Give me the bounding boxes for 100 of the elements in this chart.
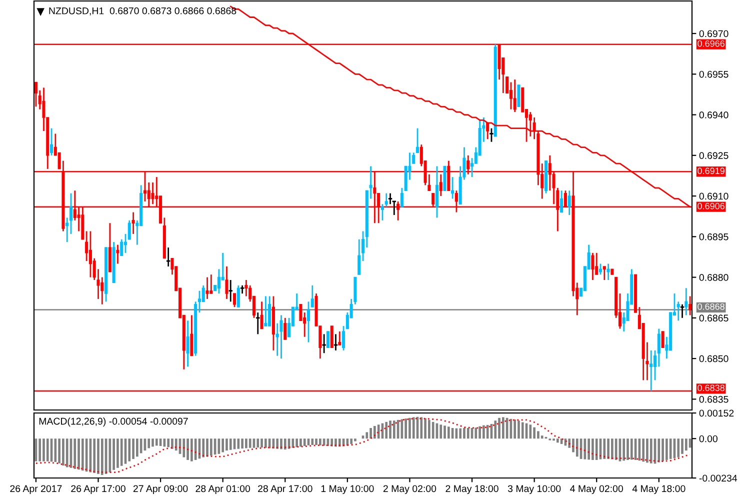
bar <box>58 438 60 464</box>
bar <box>514 420 516 439</box>
bar <box>463 428 466 439</box>
bar <box>229 438 232 450</box>
bar <box>370 428 372 439</box>
bar <box>440 424 442 439</box>
bar <box>303 438 306 446</box>
y-tick-label: -0.00234 <box>699 474 738 482</box>
candlestick <box>299 304 302 321</box>
bar <box>315 438 318 445</box>
candlestick <box>517 84 520 107</box>
bar <box>374 426 376 439</box>
y-tick-label: 0.6925 <box>699 152 728 160</box>
bar <box>459 428 462 439</box>
bar <box>97 438 100 474</box>
bar <box>486 424 489 439</box>
candlestick <box>384 192 388 208</box>
bar <box>350 438 352 444</box>
bar <box>432 422 434 439</box>
candlestick <box>186 320 190 368</box>
candlestick <box>228 279 232 302</box>
ref-line-label: 0.6919 <box>698 168 724 174</box>
bar <box>498 418 500 439</box>
x-tick-label: 4 May 02:00 <box>570 485 623 494</box>
candlestick <box>264 296 268 327</box>
bar <box>174 438 178 451</box>
bar <box>677 438 680 458</box>
x-tick-label: 2 May 18:00 <box>446 485 498 494</box>
candlestick <box>361 230 365 262</box>
bar <box>412 417 415 439</box>
bar <box>210 438 212 456</box>
candlestick <box>322 333 326 354</box>
bar <box>38 438 42 462</box>
bar <box>82 438 84 471</box>
bar <box>478 426 481 439</box>
bar <box>245 438 248 448</box>
candlestick <box>342 325 346 352</box>
bar <box>607 438 610 459</box>
candlestick <box>684 287 688 316</box>
candlestick <box>124 233 128 254</box>
candlestick <box>268 296 272 327</box>
bar <box>444 426 446 439</box>
bar <box>148 438 150 448</box>
candlestick <box>34 82 38 108</box>
candlestick <box>602 266 606 281</box>
bar <box>684 438 688 451</box>
candlestick <box>338 330 342 346</box>
y-tick-label: 0.00 <box>699 435 718 442</box>
bar <box>611 438 614 460</box>
text: NZDUSD,H1 0.6870 0.6873 0.6866 0.6868 <box>49 7 236 16</box>
bar <box>669 438 672 459</box>
candlestick <box>132 212 135 235</box>
candlestick <box>528 111 532 138</box>
y-tick-label: 0.6880 <box>699 274 728 281</box>
bar <box>518 420 520 439</box>
bar <box>311 438 314 445</box>
bar <box>404 418 407 439</box>
bar <box>78 438 80 470</box>
bar <box>502 417 504 439</box>
candlestick <box>284 317 287 340</box>
candlestick <box>435 166 438 218</box>
bar <box>408 418 411 439</box>
candlestick <box>606 263 610 281</box>
candlestick <box>330 326 334 348</box>
bar <box>155 438 158 446</box>
bar <box>276 438 279 449</box>
bar <box>260 438 263 448</box>
candlestick <box>202 284 205 302</box>
candlestick <box>190 314 194 357</box>
x-tick-label: 27 Apr 09:00 <box>133 485 188 494</box>
bar <box>152 438 154 447</box>
bar <box>338 438 341 447</box>
ref-line-label: 0.6868 <box>698 303 724 310</box>
candlestick <box>591 252 594 281</box>
bar <box>167 438 170 448</box>
bar <box>666 438 668 460</box>
candlestick <box>85 230 88 262</box>
bar <box>300 438 302 447</box>
candlestick <box>225 266 228 300</box>
y-tick-label: 0.6955 <box>699 70 728 78</box>
bar <box>264 438 267 448</box>
bar <box>658 438 660 462</box>
y-tick-label: 0.00152 <box>699 410 734 417</box>
y-tick-label: 0.6940 <box>699 111 728 118</box>
bar <box>650 438 652 464</box>
bar <box>93 438 96 473</box>
bar <box>447 426 450 439</box>
bar <box>237 438 240 449</box>
bar <box>100 438 104 475</box>
candlestick <box>310 284 314 308</box>
candlestick <box>256 312 260 335</box>
x-tick-label: 26 Apr 2017 <box>10 485 62 494</box>
bar <box>474 428 478 439</box>
bar <box>576 438 578 457</box>
candlestick <box>676 300 680 322</box>
bar <box>646 438 648 463</box>
candlestick <box>232 292 236 308</box>
bar <box>241 438 244 449</box>
bar <box>354 438 356 442</box>
y-tick-label: 0.6850 <box>699 355 728 362</box>
